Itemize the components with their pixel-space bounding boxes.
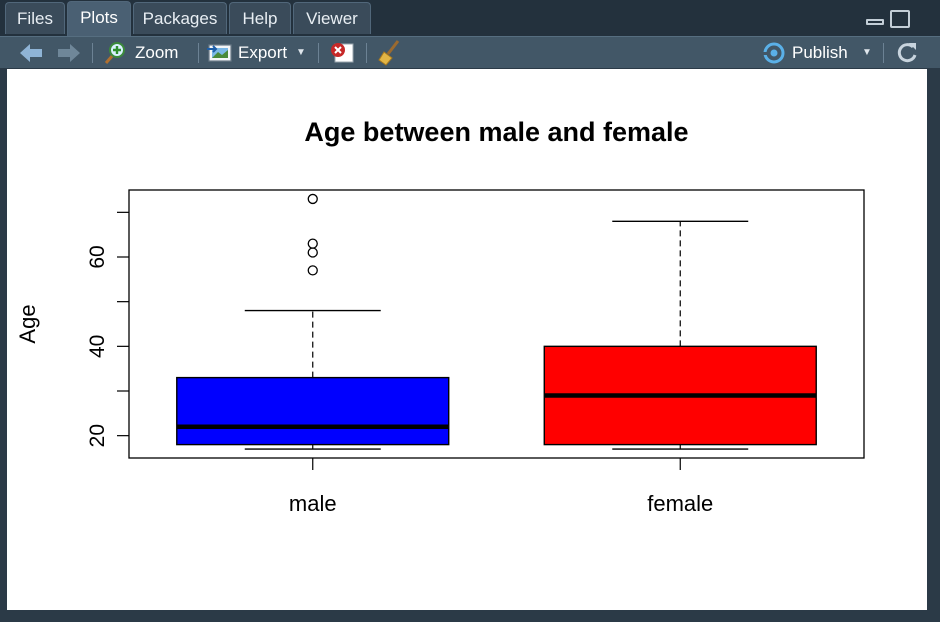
- plot-frame: [128, 189, 865, 459]
- publish-label: Publish: [792, 43, 848, 62]
- pane-tab-bar: Files Plots Packages Help Viewer: [0, 0, 940, 36]
- toolbar-separator: [198, 43, 199, 63]
- y-tick-label: 20: [86, 424, 109, 447]
- zoom-label: Zoom: [135, 43, 179, 62]
- export-icon: [207, 44, 232, 62]
- outlier-point: [307, 247, 318, 258]
- minimize-icon[interactable]: [866, 19, 884, 25]
- refresh-button[interactable]: [894, 37, 920, 69]
- arrow-left-icon: [20, 44, 42, 62]
- broom-icon: [378, 40, 400, 66]
- window-controls: [866, 10, 914, 30]
- zoom-button[interactable]: Zoom: [102, 37, 178, 69]
- toolbar-separator: [92, 43, 93, 63]
- outlier-point: [307, 238, 318, 249]
- tab-viewer[interactable]: Viewer: [293, 2, 371, 34]
- remove-plot-icon: [331, 43, 354, 63]
- outlier-point: [307, 265, 318, 276]
- refresh-icon: [897, 43, 917, 63]
- box-male: [176, 376, 450, 446]
- export-label: Export: [238, 43, 288, 62]
- back-button[interactable]: [18, 37, 44, 69]
- chevron-down-icon: ▼: [862, 47, 872, 58]
- remove-plot-button[interactable]: [328, 37, 356, 69]
- y-tick-label: 40: [86, 335, 109, 358]
- export-button[interactable]: Export ▼: [206, 37, 306, 69]
- chevron-down-icon: ▼: [296, 47, 306, 58]
- boxplot-chart: Age between male and female Age 20 40 60 male…: [15, 117, 865, 516]
- clear-plots-button[interactable]: [376, 37, 404, 69]
- toolbar-separator: [883, 43, 884, 63]
- arrow-right-icon: [58, 44, 80, 62]
- forward-button[interactable]: [56, 37, 82, 69]
- tab-plots[interactable]: Plots: [67, 1, 131, 36]
- publish-button[interactable]: Publish ▼: [760, 37, 872, 69]
- tab-help[interactable]: Help: [229, 2, 291, 34]
- plot-viewer: Age between male and female Age 20 40 60 male…: [7, 69, 927, 610]
- y-axis-label: Age: [15, 304, 40, 343]
- zoom-icon: [104, 42, 125, 64]
- x-tick-label-female: female: [647, 491, 713, 516]
- chart-title: Age between male and female: [304, 117, 688, 147]
- publish-icon: [763, 42, 785, 64]
- x-tick-label-male: male: [289, 491, 337, 516]
- y-tick-label: 60: [86, 245, 109, 268]
- tab-packages[interactable]: Packages: [133, 2, 227, 34]
- toolbar-separator: [366, 43, 367, 63]
- tab-files[interactable]: Files: [5, 2, 65, 34]
- maximize-icon[interactable]: [890, 10, 910, 28]
- toolbar-separator: [318, 43, 319, 63]
- plots-toolbar: Zoom Export ▼ Publish ▼: [0, 36, 940, 68]
- outlier-point: [307, 193, 318, 205]
